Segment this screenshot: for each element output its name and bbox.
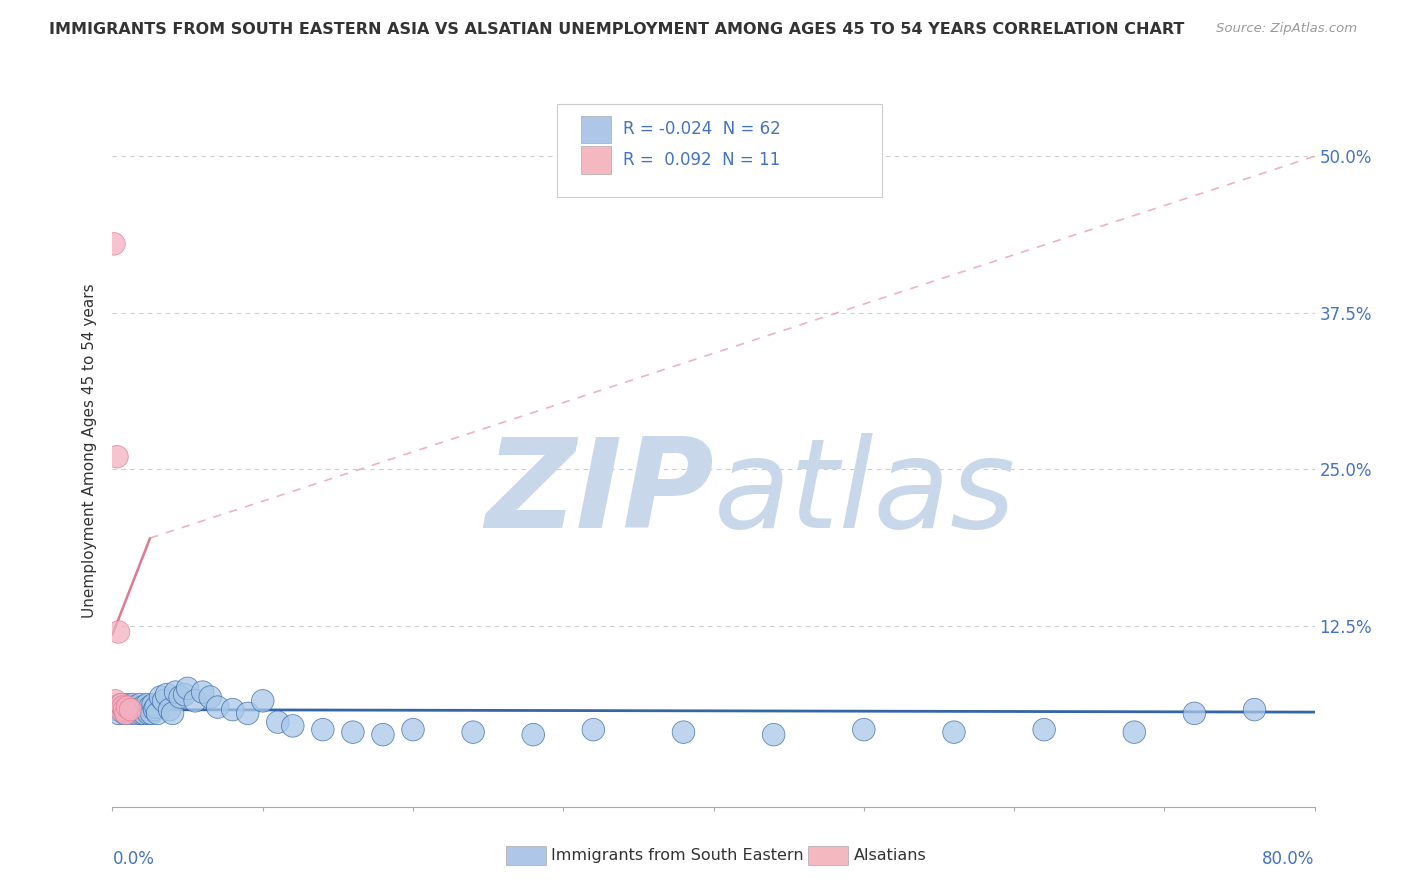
Ellipse shape: [117, 698, 139, 721]
Ellipse shape: [176, 677, 198, 699]
FancyBboxPatch shape: [581, 116, 612, 143]
Text: ZIP: ZIP: [485, 433, 714, 554]
Ellipse shape: [155, 683, 177, 706]
Ellipse shape: [141, 702, 163, 724]
Ellipse shape: [136, 693, 159, 716]
Ellipse shape: [198, 686, 221, 708]
Ellipse shape: [105, 698, 128, 721]
Ellipse shape: [110, 693, 132, 716]
Ellipse shape: [128, 693, 150, 716]
Ellipse shape: [117, 696, 139, 718]
Ellipse shape: [145, 696, 167, 718]
Ellipse shape: [1123, 721, 1146, 743]
Ellipse shape: [312, 718, 335, 741]
Ellipse shape: [371, 723, 394, 746]
Ellipse shape: [139, 696, 162, 718]
Ellipse shape: [852, 718, 875, 741]
Text: 0.0%: 0.0%: [112, 850, 155, 868]
Ellipse shape: [522, 723, 544, 746]
Ellipse shape: [159, 698, 181, 721]
Text: R = -0.024  N = 62: R = -0.024 N = 62: [623, 120, 782, 138]
Ellipse shape: [672, 721, 695, 743]
Ellipse shape: [169, 686, 191, 708]
Ellipse shape: [191, 681, 214, 704]
Ellipse shape: [111, 696, 134, 718]
Ellipse shape: [118, 696, 141, 718]
Ellipse shape: [129, 702, 152, 724]
Ellipse shape: [149, 686, 172, 708]
Ellipse shape: [152, 690, 174, 712]
Text: Source: ZipAtlas.com: Source: ZipAtlas.com: [1216, 22, 1357, 36]
Ellipse shape: [114, 702, 136, 724]
Ellipse shape: [1033, 718, 1056, 741]
Ellipse shape: [127, 698, 149, 721]
Text: atlas: atlas: [714, 433, 1015, 554]
Text: IMMIGRANTS FROM SOUTH EASTERN ASIA VS ALSATIAN UNEMPLOYMENT AMONG AGES 45 TO 54 : IMMIGRANTS FROM SOUTH EASTERN ASIA VS AL…: [49, 22, 1185, 37]
Text: Immigrants from South Eastern Asia: Immigrants from South Eastern Asia: [551, 848, 842, 863]
Ellipse shape: [252, 690, 274, 712]
Text: 80.0%: 80.0%: [1263, 850, 1315, 868]
Ellipse shape: [143, 698, 166, 721]
Ellipse shape: [134, 698, 157, 721]
Text: R =  0.092  N = 11: R = 0.092 N = 11: [623, 151, 780, 169]
Ellipse shape: [342, 721, 364, 743]
Ellipse shape: [104, 690, 127, 712]
Ellipse shape: [461, 721, 485, 743]
Ellipse shape: [762, 723, 785, 746]
Ellipse shape: [281, 714, 304, 737]
FancyBboxPatch shape: [581, 146, 612, 174]
Ellipse shape: [114, 698, 136, 721]
Ellipse shape: [105, 445, 128, 468]
Ellipse shape: [138, 702, 160, 724]
Ellipse shape: [104, 696, 127, 718]
Ellipse shape: [108, 698, 131, 721]
Ellipse shape: [1243, 698, 1265, 721]
Ellipse shape: [132, 702, 155, 724]
Ellipse shape: [108, 693, 131, 716]
Ellipse shape: [110, 698, 132, 721]
Ellipse shape: [236, 702, 259, 724]
Ellipse shape: [107, 702, 129, 724]
Ellipse shape: [120, 698, 142, 721]
Ellipse shape: [267, 711, 290, 733]
Ellipse shape: [402, 718, 425, 741]
Ellipse shape: [111, 696, 134, 718]
Ellipse shape: [942, 721, 966, 743]
Text: Alsatians: Alsatians: [853, 848, 927, 863]
Ellipse shape: [120, 702, 142, 724]
Ellipse shape: [162, 702, 184, 724]
Ellipse shape: [115, 693, 138, 716]
Ellipse shape: [184, 690, 207, 712]
Ellipse shape: [221, 698, 245, 721]
Ellipse shape: [142, 693, 165, 716]
Ellipse shape: [124, 696, 146, 718]
Ellipse shape: [125, 702, 148, 724]
Ellipse shape: [103, 233, 125, 255]
Y-axis label: Unemployment Among Ages 45 to 54 years: Unemployment Among Ages 45 to 54 years: [82, 283, 97, 618]
Ellipse shape: [1182, 702, 1206, 724]
Ellipse shape: [207, 696, 229, 718]
Ellipse shape: [165, 681, 187, 704]
Ellipse shape: [115, 702, 138, 724]
Ellipse shape: [107, 621, 129, 643]
FancyBboxPatch shape: [557, 104, 882, 197]
Ellipse shape: [582, 718, 605, 741]
Ellipse shape: [122, 698, 145, 721]
Ellipse shape: [121, 693, 143, 716]
Ellipse shape: [173, 683, 195, 706]
Ellipse shape: [146, 702, 169, 724]
Ellipse shape: [131, 696, 153, 718]
